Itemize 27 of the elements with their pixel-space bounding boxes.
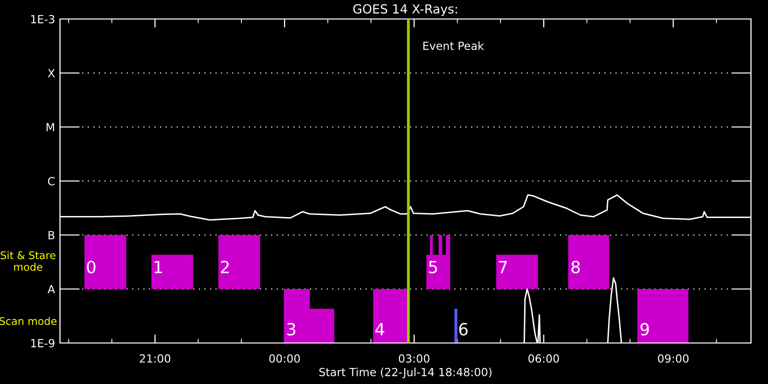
x-tick-label: 09:00 bbox=[658, 354, 689, 363]
y-tick-label: X bbox=[48, 69, 55, 78]
annotation: 8 bbox=[571, 260, 580, 274]
chart-title: GOES 14 X-Rays: bbox=[353, 4, 457, 16]
annotation: 2 bbox=[221, 260, 229, 274]
x-tick-label: 00:00 bbox=[269, 354, 300, 363]
y-tick-label: B bbox=[48, 231, 54, 240]
annotation: 3 bbox=[287, 322, 296, 336]
annotation: 7 bbox=[499, 260, 507, 274]
annotation: 5 bbox=[429, 260, 437, 274]
y-tick-label: A bbox=[48, 285, 56, 294]
x-tick-label: 03:00 bbox=[398, 354, 430, 363]
annotation: 9 bbox=[640, 322, 649, 336]
annotation: 0 bbox=[87, 260, 96, 274]
x-tick-label: 06:00 bbox=[528, 354, 559, 363]
y-tick-label: 1E-3 bbox=[31, 14, 54, 24]
x-axis-title: Start Time (22-Jul-14 18:48:00) bbox=[319, 368, 492, 378]
y-tick-label: M bbox=[46, 123, 54, 132]
annotation: 1 bbox=[154, 260, 162, 274]
text: Sit & Stare mode bbox=[0, 251, 56, 271]
y-tick-label: C bbox=[48, 176, 55, 186]
x-tick-label: 21:00 bbox=[140, 354, 170, 363]
ref-line-label: Event Peak bbox=[423, 41, 484, 50]
annotation: 6 bbox=[459, 322, 468, 336]
annotation: 4 bbox=[375, 323, 384, 336]
text: Scan mode bbox=[0, 316, 57, 326]
y-tick-label: 1E-9 bbox=[31, 338, 54, 348]
